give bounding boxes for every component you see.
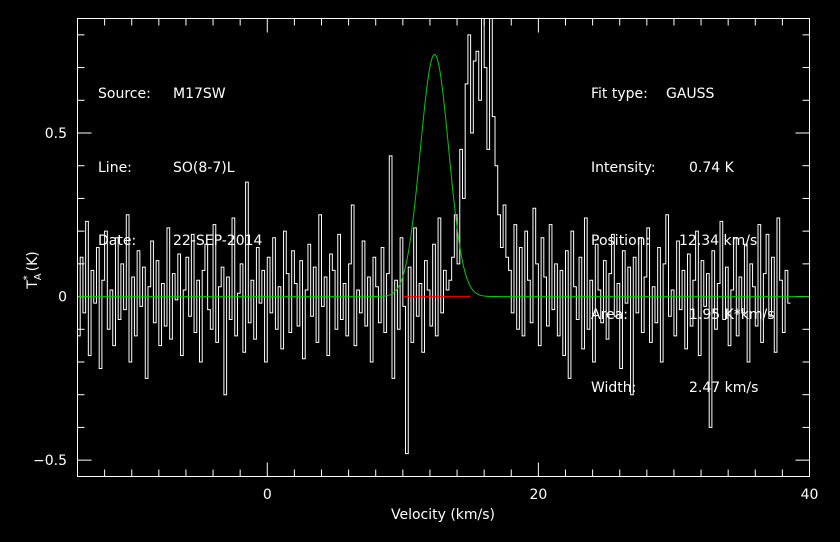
spectrum-histogram <box>77 18 791 455</box>
fit-type-value: GAUSS <box>666 86 715 102</box>
area-value: 1.95 K*km/s <box>689 306 775 323</box>
info-area-row: Area: 1.95 K*km/s <box>591 303 775 328</box>
x-tick-label: 20 <box>529 487 547 503</box>
info-position-row: Position: 12.34 km/s <box>591 229 775 254</box>
area-label: Area: <box>591 306 628 323</box>
info-source-row: Source: M17SW <box>98 82 262 107</box>
date-label: Date: <box>98 233 137 249</box>
y-axis-label-unit: (K) <box>25 251 41 271</box>
width-label: Width: <box>591 380 637 396</box>
svg-text:TA*(K): TA* (K) <box>22 251 44 290</box>
labels-layer: 0 20 40 −0.5 0 0.5 <box>33 126 818 503</box>
y-axis-label-sub-a: A <box>33 273 44 280</box>
info-width-row: Width: 2.47 km/s <box>591 376 775 401</box>
info-left: Source: M17SW Line: SO(8-7)L Date: 22-SEP-2… <box>98 33 262 278</box>
marks-layer <box>77 18 810 455</box>
x-tick-label: 40 <box>801 487 819 503</box>
fit-type-label: Fit type: <box>591 86 648 102</box>
intensity-label: Intensity: <box>591 159 656 176</box>
source-label: Source: <box>98 86 151 102</box>
y-axis-label-t: T <box>25 280 41 290</box>
info-fit-row: Fit type: GAUSS <box>591 82 775 107</box>
line-value: SO(8-7)L <box>173 159 235 176</box>
y-axis-label: TA* (K) <box>22 251 44 290</box>
info-date-row: Date: 22-SEP-2014 <box>98 229 262 254</box>
plot-frame <box>77 18 810 477</box>
y-tick-label: 0.5 <box>45 126 67 142</box>
info-intensity-row: Intensity: 0.74 K <box>591 156 775 181</box>
y-tick-label: 0 <box>58 290 67 306</box>
line-label: Line: <box>98 159 132 176</box>
position-value: 12.34 km/s <box>679 233 758 249</box>
ticks-layer <box>77 18 810 477</box>
y-axis-label-sup-star: * <box>22 275 33 280</box>
date-value: 22-SEP-2014 <box>173 233 263 249</box>
x-tick-label: 0 <box>263 487 272 503</box>
gaussian-fit-line <box>77 53 810 298</box>
position-label: Position: <box>591 233 651 249</box>
width-value: 2.47 km/s <box>689 380 759 396</box>
source-value: M17SW <box>173 86 226 102</box>
intensity-value: 0.74 K <box>689 159 734 176</box>
x-axis-label: Velocity (km/s) <box>391 507 495 523</box>
y-tick-label: −0.5 <box>33 453 67 469</box>
info-line-row: Line: SO(8-7)L <box>98 156 262 181</box>
info-right: Fit type: GAUSS Intensity: 0.74 K Position… <box>591 33 775 425</box>
